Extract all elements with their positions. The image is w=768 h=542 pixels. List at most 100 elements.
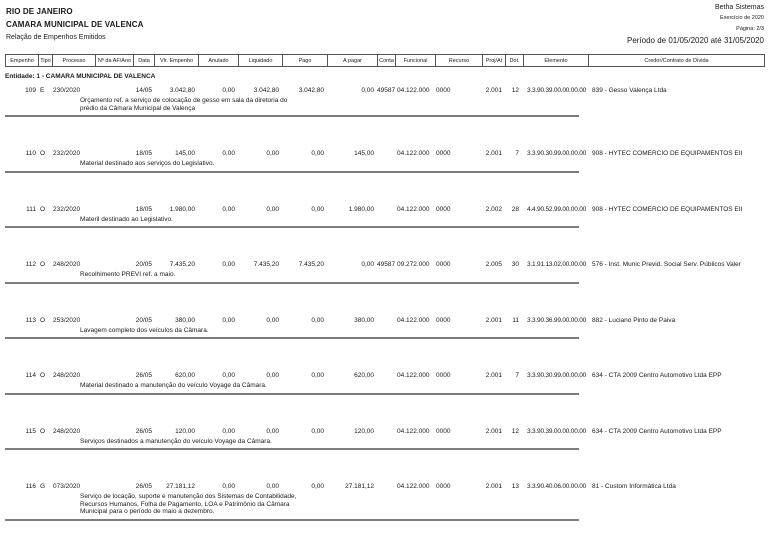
cell-proj-at: 2.001 bbox=[485, 483, 502, 490]
cell-processo: 253/2020 bbox=[53, 316, 81, 324]
row-main-line: 110 O 232/2020 18/05 145,00 0,00 0,00 0,… bbox=[5, 150, 765, 158]
cell-a-pagar: 1.980,00 bbox=[348, 205, 374, 213]
cell-dot: 12 bbox=[511, 87, 519, 94]
cell-empenho: 113 bbox=[25, 316, 36, 324]
entity-header: Entidade: 1 - CAMARA MUNICIPAL DE VALENC… bbox=[5, 73, 156, 80]
cell-liquidado: 0,00 bbox=[266, 372, 279, 379]
cell-data: 26/05 bbox=[135, 483, 152, 490]
cell-conta bbox=[377, 317, 395, 325]
row-main-line: 112 O 248/2020 20/05 7.435,20 0,00 7.435… bbox=[5, 261, 765, 269]
cell-processo: 230/2020 bbox=[53, 87, 81, 94]
row-separator-line bbox=[5, 337, 579, 339]
cell-recurso: 0000 bbox=[436, 205, 451, 213]
cell-data: 26/05 bbox=[135, 427, 152, 435]
col-header-anulado: Anulado bbox=[199, 55, 239, 66]
cell-empenho: 110 bbox=[25, 150, 36, 157]
cell-funcional: 04.122.000 bbox=[397, 87, 430, 94]
cell-conta bbox=[377, 372, 395, 380]
report-title: Relação de Empenhos Emitidos bbox=[6, 34, 106, 41]
cell-dot: 7 bbox=[515, 372, 519, 379]
page-number: Página: 2/3 bbox=[736, 26, 764, 32]
cell-af-ano bbox=[95, 87, 133, 95]
cell-funcional: 04.122.000 bbox=[397, 372, 430, 379]
cell-data: 18/05 bbox=[135, 150, 152, 157]
cell-tipo: O bbox=[40, 205, 46, 213]
cell-a-pagar: 380,00 bbox=[354, 316, 374, 324]
row-main-line: 111 O 232/2020 18/05 1.980,00 0,00 0,00 … bbox=[5, 206, 765, 214]
cell-credor: 81 - Custom Informática Ltda bbox=[592, 483, 676, 490]
cell-empenho: 114 bbox=[25, 372, 36, 379]
cell-recurso: 0000 bbox=[436, 316, 451, 324]
cell-liquidado: 7.435,20 bbox=[253, 261, 279, 268]
col-header-af-ano: Nº da AF/Ano bbox=[96, 55, 134, 66]
cell-dot: 7 bbox=[515, 150, 519, 157]
table-body: 109 E 230/2020 14/05 3.042,80 0,00 3.042… bbox=[5, 87, 765, 521]
cell-proj-at: 2.001 bbox=[485, 427, 502, 435]
cell-data: 14/05 bbox=[135, 87, 152, 94]
col-header-proj-at: Proj/At bbox=[483, 55, 506, 66]
col-header-a-pagar: A pagar bbox=[328, 55, 378, 66]
cell-recurso: 0000 bbox=[436, 150, 451, 157]
row-description: Materil destinado ao Legislativo. bbox=[80, 215, 173, 223]
period-label: Período de 01/05/2020 até 31/05/2020 bbox=[626, 36, 764, 45]
cell-tipo: O bbox=[40, 150, 46, 157]
cell-af-ano bbox=[95, 206, 133, 214]
cell-pago: 7.435,20 bbox=[298, 261, 324, 268]
cell-empenho: 112 bbox=[25, 261, 36, 268]
cell-anulado: 0,00 bbox=[222, 427, 235, 435]
cell-a-pagar: 27.181,12 bbox=[345, 483, 374, 490]
cell-recurso: 0000 bbox=[436, 87, 451, 94]
cell-af-ano bbox=[95, 372, 133, 380]
cell-tipo: E bbox=[40, 87, 45, 94]
cell-vlr-empenho: 120,00 bbox=[175, 427, 195, 435]
cell-anulado: 0,00 bbox=[222, 372, 235, 379]
cell-elemento: 3.1.91.13.02.00.00.00 bbox=[527, 261, 587, 268]
cell-elemento: 3.3.90.39.00.00.00.00 bbox=[527, 427, 587, 435]
cell-conta bbox=[377, 483, 395, 491]
cell-recurso: 0000 bbox=[436, 483, 451, 490]
row-description: Lavagem completo dos veículos da Câmara. bbox=[80, 326, 209, 334]
cell-vlr-empenho: 27.181,12 bbox=[166, 483, 195, 490]
row-description: Orçamento ref. a serviço de colocação de… bbox=[80, 97, 288, 112]
cell-elemento: 4.4.90.52.99.00.00.00 bbox=[527, 205, 587, 213]
cell-af-ano bbox=[95, 428, 133, 436]
cell-af-ano bbox=[95, 317, 133, 325]
cell-a-pagar: 145,00 bbox=[354, 150, 374, 157]
row-separator-line bbox=[5, 448, 579, 450]
cell-pago: 0,00 bbox=[311, 316, 324, 324]
col-header-vlr-empenho: Vlr. Empenho bbox=[155, 55, 199, 66]
table-row: 112 O 248/2020 20/05 7.435,20 0,00 7.435… bbox=[5, 261, 765, 284]
table-row: 113 O 253/2020 20/05 380,00 0,00 0,00 0,… bbox=[5, 316, 765, 339]
cell-conta: 49587 bbox=[377, 87, 396, 94]
cell-data: 18/05 bbox=[135, 205, 152, 213]
row-separator-line bbox=[5, 170, 579, 173]
row-main-line: 109 E 230/2020 14/05 3.042,80 0,00 3.042… bbox=[5, 87, 765, 95]
row-main-line: 115 O 248/2020 26/05 120,00 0,00 0,00 0,… bbox=[5, 428, 765, 436]
cell-vlr-empenho: 620,00 bbox=[175, 372, 195, 379]
cell-credor: 576 - Inst. Munic Previd. Social Serv. P… bbox=[592, 261, 741, 268]
cell-funcional: 09.272.000 bbox=[397, 261, 430, 268]
cell-funcional: 04.122.000 bbox=[397, 483, 430, 490]
cell-anulado: 0,00 bbox=[222, 261, 235, 268]
cell-empenho: 115 bbox=[25, 427, 36, 435]
cell-processo: 248/2020 bbox=[53, 261, 81, 268]
header-left: RIO DE JANEIRO CAMARA MUNICIPAL DE VALEN… bbox=[6, 7, 144, 41]
cell-vlr-empenho: 145,00 bbox=[175, 150, 195, 157]
cell-pago: 0,00 bbox=[311, 372, 324, 379]
cell-tipo: O bbox=[40, 427, 46, 435]
row-separator-line bbox=[5, 281, 579, 284]
cell-elemento: 3.3.90.40.06.00.00.00 bbox=[527, 483, 587, 490]
row-description: Material destinado a manutenção do veícu… bbox=[80, 382, 267, 389]
exercise-label: Exercício de 2020 bbox=[719, 15, 764, 21]
cell-conta bbox=[377, 206, 395, 214]
cell-processo: 232/2020 bbox=[53, 150, 81, 157]
cell-funcional: 04.122.000 bbox=[397, 427, 430, 435]
cell-vlr-empenho: 380,00 bbox=[175, 316, 195, 324]
cell-a-pagar: 620,00 bbox=[354, 372, 374, 379]
cell-tipo: O bbox=[40, 261, 46, 268]
cell-processo: 248/2020 bbox=[53, 372, 81, 379]
row-separator-line bbox=[5, 115, 579, 117]
cell-liquidado: 0,00 bbox=[266, 205, 279, 213]
table-row: 110 O 232/2020 18/05 145,00 0,00 0,00 0,… bbox=[5, 150, 765, 173]
